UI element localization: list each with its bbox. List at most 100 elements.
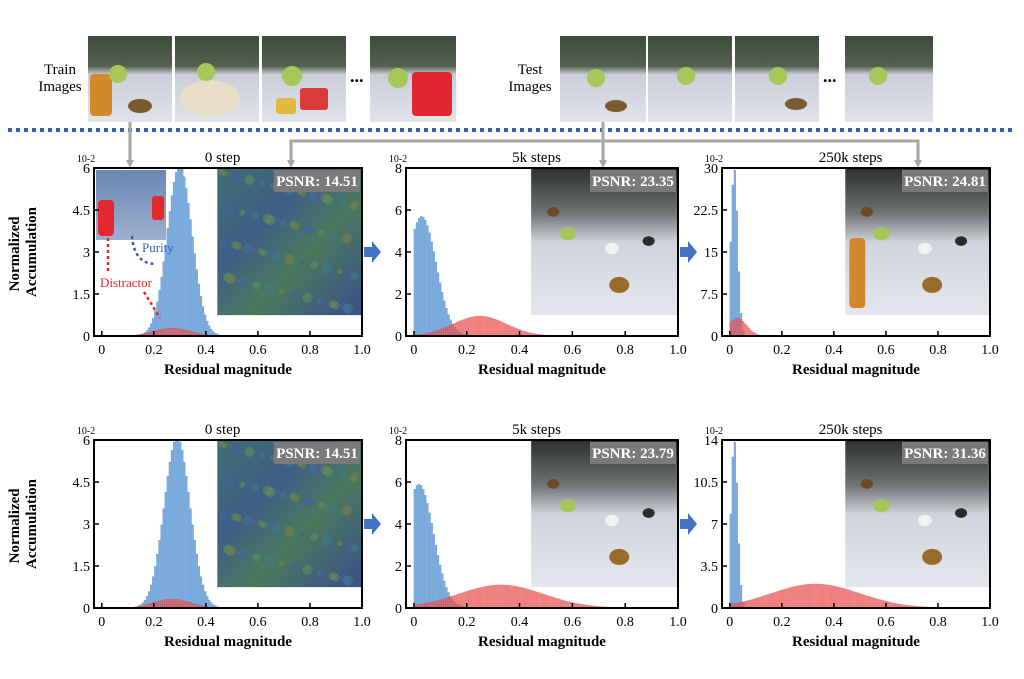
x-tick-label: 0.8 xyxy=(301,615,319,630)
noise-speck xyxy=(265,487,276,498)
histogram-bar xyxy=(195,269,198,337)
histogram-bar xyxy=(491,585,495,609)
test-images-label: Test Images xyxy=(502,62,558,96)
x-tick-label: 0.6 xyxy=(564,615,582,630)
histogram-bar xyxy=(746,600,749,609)
histogram-bar xyxy=(456,322,459,337)
y-tick-label: 22.5 xyxy=(694,204,719,219)
histogram-bar xyxy=(175,599,178,609)
histogram-bar xyxy=(867,596,870,609)
histogram-bar xyxy=(796,585,799,609)
noise-speck xyxy=(219,238,226,245)
histogram-bar xyxy=(752,598,755,609)
toy-object xyxy=(917,514,932,526)
histogram-bar xyxy=(875,598,878,609)
toy-object xyxy=(609,548,630,565)
histogram-bar xyxy=(170,328,173,337)
x-tick-label: 0.2 xyxy=(145,615,163,630)
histogram-bar xyxy=(748,599,751,609)
histogram-bar xyxy=(835,586,838,609)
histogram-bar xyxy=(477,315,480,337)
histogram-bar xyxy=(434,544,438,609)
red-histogram-series xyxy=(131,598,213,609)
y-tick-label: 6 xyxy=(83,434,90,449)
toy-object xyxy=(559,227,576,241)
noise-speck xyxy=(245,244,256,255)
toy-object xyxy=(609,276,630,293)
noise-speck xyxy=(264,555,275,566)
noise-speck xyxy=(310,261,319,270)
y-exponent-label: 10-2 xyxy=(705,154,723,165)
histogram-bar xyxy=(819,583,822,609)
histogram-bar xyxy=(563,600,566,609)
histogram-bar xyxy=(160,600,163,609)
noise-speck xyxy=(232,444,241,453)
noise-speck xyxy=(252,281,261,290)
histogram-bar xyxy=(746,325,749,337)
noise-speck xyxy=(226,274,237,285)
train-label-line1: Train xyxy=(44,62,76,78)
histogram-bar xyxy=(852,591,855,609)
histogram-bar xyxy=(506,324,509,337)
toy-object xyxy=(604,514,619,526)
histogram-bar xyxy=(506,585,509,609)
histogram-bar xyxy=(790,587,793,609)
y-tick-label: 3.5 xyxy=(701,560,719,575)
histogram-bar xyxy=(525,588,528,609)
psnr-badge xyxy=(274,442,360,464)
noise-speck xyxy=(221,170,228,177)
chart-title: 5k steps xyxy=(512,150,561,166)
blue-histogram-series xyxy=(133,439,221,609)
histogram-bar xyxy=(197,283,201,337)
histogram-bar xyxy=(462,592,465,609)
histogram-bar xyxy=(869,596,872,609)
histogram-bar xyxy=(758,596,761,609)
histogram-bar xyxy=(487,317,490,337)
x-tick-label: 0.8 xyxy=(616,615,634,630)
x-tick-label: 0 xyxy=(98,343,105,358)
histogram-bar xyxy=(817,583,820,609)
histogram-bar xyxy=(426,225,429,337)
train-ellipsis: ... xyxy=(350,66,364,86)
histogram-bar xyxy=(185,476,188,609)
histogram-bar xyxy=(413,228,416,337)
histogram-bar xyxy=(500,321,503,337)
histogram-bar xyxy=(162,328,165,337)
noise-speck xyxy=(311,192,320,201)
histogram-bar xyxy=(468,317,471,337)
histogram-bar xyxy=(485,586,488,609)
histogram-bar xyxy=(468,590,471,609)
histogram-bar xyxy=(451,595,454,609)
histogram-bar xyxy=(432,534,435,609)
noise-speck xyxy=(239,209,246,216)
x-tick-label: 0 xyxy=(410,615,417,630)
histogram-bar xyxy=(428,232,431,337)
y-tick-label: 0 xyxy=(711,330,718,345)
toy-object xyxy=(955,236,968,246)
noise-speck xyxy=(351,544,360,553)
histogram-bar xyxy=(200,296,203,337)
histogram-bar xyxy=(775,591,778,609)
histogram-bar xyxy=(447,597,450,609)
histogram-bar xyxy=(496,319,499,337)
histogram-bar xyxy=(179,599,182,609)
histogram-bar xyxy=(500,584,503,609)
histogram-bar xyxy=(417,218,421,337)
noise-speck xyxy=(278,560,285,567)
y-tick-label: 30 xyxy=(704,162,718,177)
chart-title: 250k steps xyxy=(819,150,883,166)
step-arrow-r1-a xyxy=(364,241,381,263)
histogram-bar xyxy=(806,584,809,609)
noise-speck xyxy=(232,172,241,181)
noise-speck xyxy=(290,562,299,571)
y-exponent-label: 10-2 xyxy=(77,426,95,437)
noise-speck xyxy=(251,211,260,220)
noise-speck xyxy=(331,573,340,582)
y-tick-label: 8 xyxy=(395,162,402,177)
histogram-bar xyxy=(172,328,176,337)
histogram-bar xyxy=(168,461,171,609)
toy-object xyxy=(642,236,655,246)
histogram-bar xyxy=(187,202,190,337)
toy-object xyxy=(922,548,943,565)
histogram-bar xyxy=(470,316,473,337)
